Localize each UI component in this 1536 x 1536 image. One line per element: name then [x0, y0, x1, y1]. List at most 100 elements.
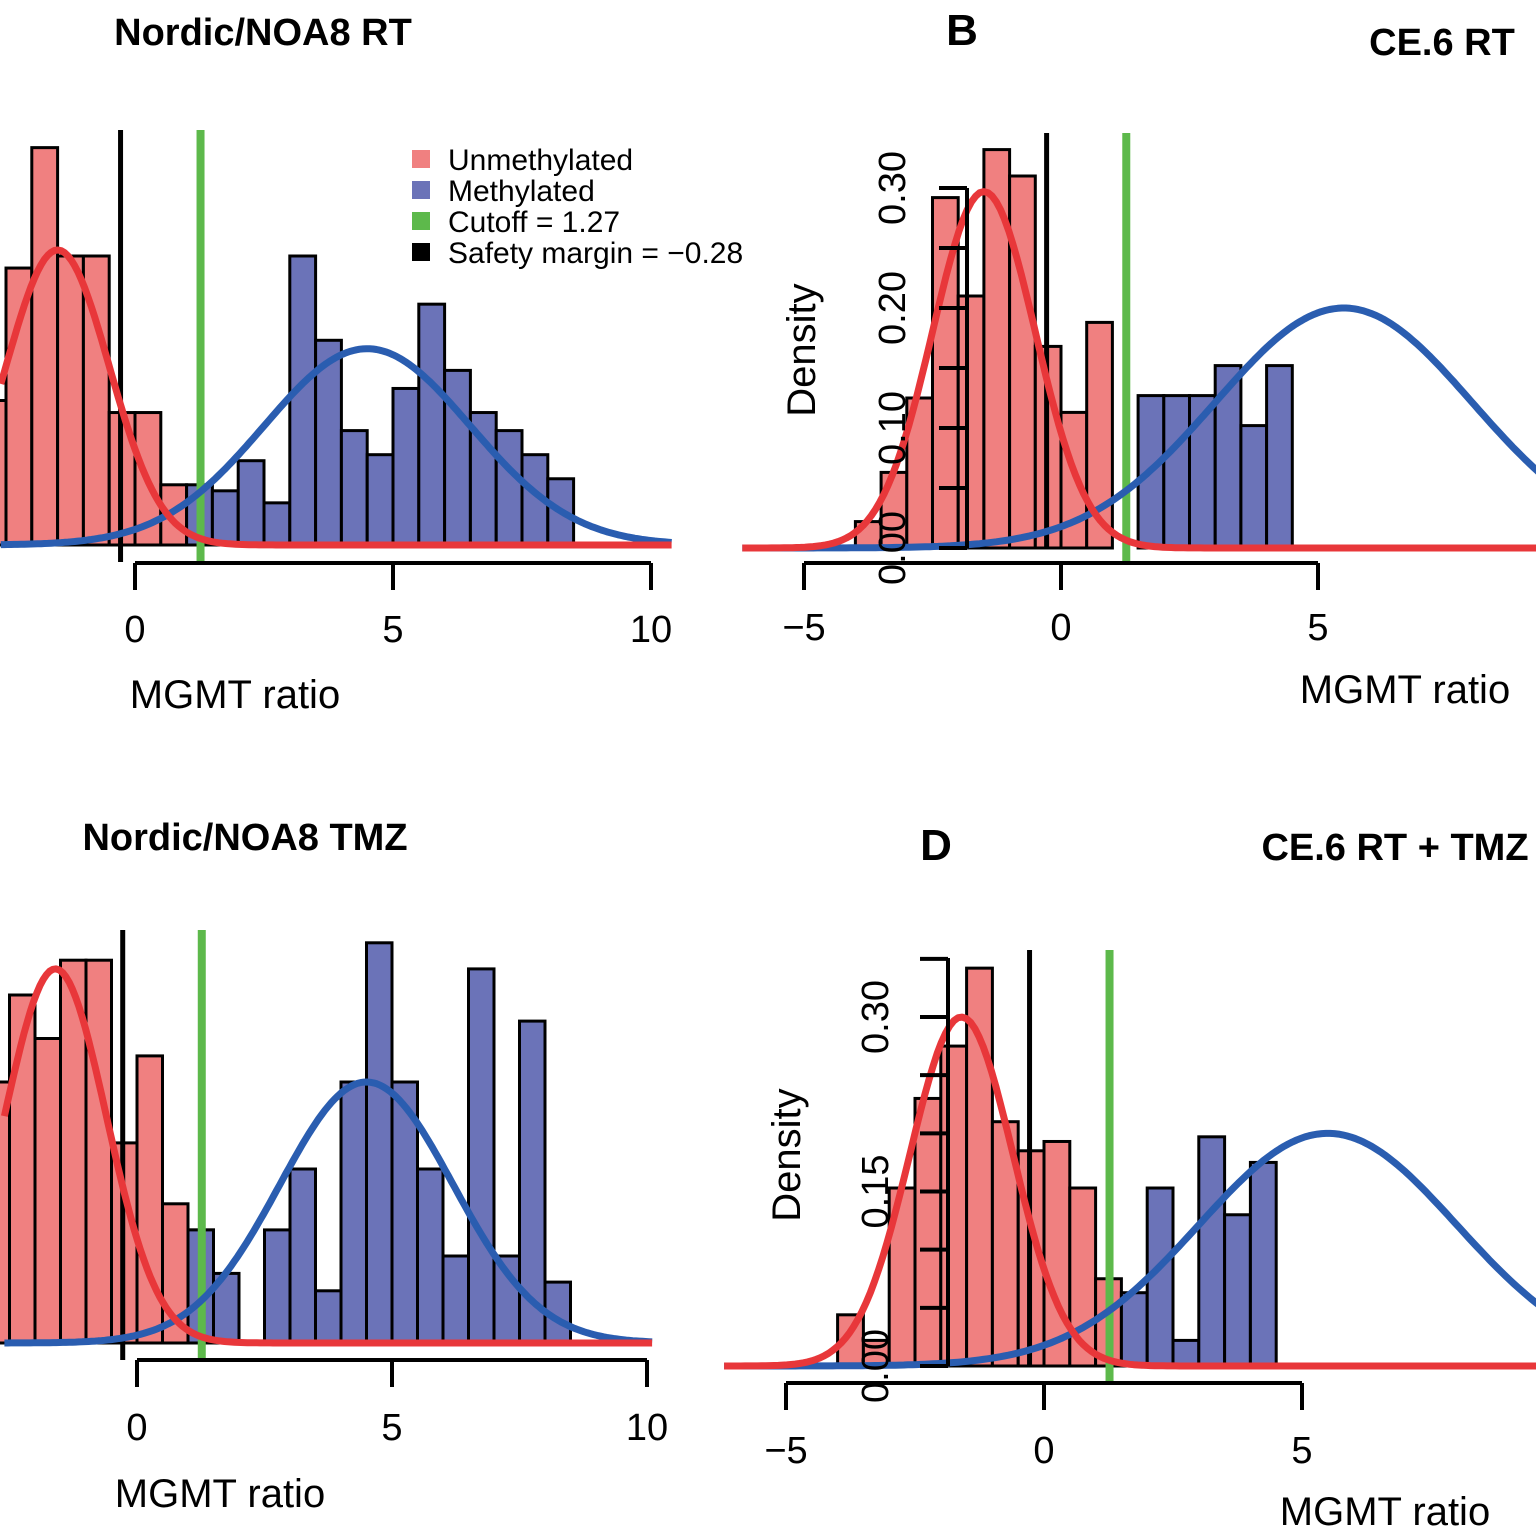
x-axis-label: MGMT ratio	[115, 1472, 325, 1516]
x-axis: −5 0 5	[764, 1381, 1313, 1472]
methylated-bar	[314, 338, 343, 547]
methylated-bar	[339, 429, 369, 547]
x-tick-label: 10	[626, 1407, 668, 1449]
legend-safety-margin-swatch	[412, 243, 430, 261]
legend-methylated-swatch	[412, 181, 430, 199]
panel-D: −5 0 5 MGMT ratio 0.00 0.15 0.30 Density CE.6 RT…	[724, 821, 1536, 1534]
x-tick-label: 5	[381, 1407, 402, 1449]
legend-methylated-label: Methylated	[448, 175, 595, 208]
x-tick-label: 5	[1291, 1430, 1312, 1472]
unmethylated-bar	[1008, 174, 1037, 550]
methylated-bar	[212, 1271, 241, 1345]
y-axis-label: Density	[765, 1088, 809, 1221]
panel-A: 0 5 10 MGMT ratio Nordic/NOA8 RT Unmethylated…	[0, 12, 743, 717]
panel-B: −5 0 5 MGMT ratio 0.00 0.10 0.20 0.30 Density CE.…	[742, 6, 1536, 712]
unmethylated-bars	[0, 146, 189, 547]
unmethylated-density-curve	[724, 1013, 1536, 1370]
methylated-bar	[1171, 1338, 1201, 1368]
methylated-bar	[365, 941, 394, 1345]
x-axis: 0 5 10	[126, 1358, 668, 1449]
x-axis: 0 5 10	[124, 561, 672, 651]
methylated-bars	[185, 254, 576, 547]
x-axis: −5 0 5	[782, 561, 1329, 649]
legend-cutoff-swatch	[412, 212, 430, 230]
unmethylated-bar	[33, 1037, 62, 1345]
unmethylated-density-curve	[0, 965, 653, 1347]
methylated-bar	[1145, 1186, 1175, 1368]
y-axis: 0.00 0.15 0.30	[855, 956, 950, 1403]
methylated-bar	[288, 254, 318, 547]
methylated-bar	[416, 1167, 445, 1345]
x-tick-label: 0	[1033, 1430, 1054, 1472]
unmethylated-density-curve	[742, 188, 1536, 552]
methylated-bar	[1239, 424, 1269, 550]
panel-title: CE.6 RT + TMZ	[1261, 827, 1528, 869]
x-tick-label: 5	[382, 609, 403, 651]
methylated-bar	[1119, 1291, 1149, 1368]
methylated-bar	[391, 386, 421, 547]
x-axis-label: MGMT ratio	[130, 673, 340, 717]
methylated-bar	[1265, 364, 1294, 550]
methylated-density-curve	[742, 304, 1536, 552]
legend-unmethylated-swatch	[412, 150, 430, 168]
x-tick-label: 0	[1050, 607, 1071, 649]
panel-title: CE.6 RT	[1369, 22, 1515, 64]
methylated-bar	[494, 429, 524, 547]
methylated-bar	[441, 1254, 470, 1345]
unmethylated-bar	[30, 146, 60, 547]
methylated-bar	[236, 459, 266, 547]
methylated-bar	[1248, 1160, 1278, 1368]
legend-unmethylated-label: Unmethylated	[448, 144, 633, 177]
x-tick-label: 5	[1307, 607, 1328, 649]
methylated-bar	[263, 1228, 292, 1345]
y-tick-label: 0.30	[872, 151, 914, 225]
methylated-bar	[262, 501, 292, 547]
unmethylated-bar	[913, 1096, 943, 1368]
unmethylated-bar	[56, 254, 85, 547]
x-axis-label: MGMT ratio	[1300, 668, 1510, 712]
unmethylated-density-curve	[0, 246, 672, 549]
y-tick-label: 0.10	[872, 391, 914, 465]
unmethylated-bars	[836, 966, 1123, 1368]
methylated-bar	[339, 1080, 368, 1345]
methylated-bar	[1162, 394, 1192, 550]
methylated-bar	[1223, 1213, 1252, 1368]
panel-letter: D	[920, 821, 952, 870]
methylated-bar	[1197, 1135, 1227, 1368]
methylated-bar	[314, 1289, 343, 1345]
methylated-bar	[390, 1080, 419, 1345]
methylated-density-curve	[4, 1078, 653, 1347]
unmethylated-bar	[84, 958, 113, 1345]
methylated-density-curve	[724, 1129, 1536, 1370]
x-axis-label: MGMT ratio	[1280, 1490, 1490, 1534]
x-tick-label: 0	[126, 1407, 147, 1449]
panel-title: Nordic/NOA8 RT	[114, 12, 412, 54]
methylated-bar	[210, 489, 240, 547]
unmethylated-bar	[956, 294, 986, 550]
panel-letter: B	[946, 6, 978, 55]
panel-title: Nordic/NOA8 TMZ	[82, 817, 407, 859]
legend-cutoff-label: Cutoff = 1.27	[448, 206, 620, 239]
x-tick-label: 0	[124, 609, 145, 651]
y-tick-label: 0.00	[855, 1329, 897, 1403]
unmethylated-bar	[1042, 1139, 1072, 1368]
x-tick-label: 10	[630, 609, 672, 651]
unmethylated-bar	[939, 1044, 969, 1368]
methylated-bar	[417, 302, 447, 547]
methylated-bar	[467, 967, 496, 1345]
x-tick-label: −5	[764, 1430, 807, 1472]
y-tick-label: 0.30	[855, 980, 897, 1054]
methylated-bar	[288, 1167, 317, 1345]
y-axis-label: Density	[780, 283, 824, 416]
methylated-density-curve	[0, 345, 672, 549]
panel-C: 0 5 10 MGMT ratio Nordic/NOA8 TMZ	[0, 817, 668, 1516]
y-tick-label: 0.15	[855, 1155, 897, 1229]
legend-safety-margin-label: Safety margin = −0.28	[448, 237, 743, 270]
unmethylated-bar	[4, 266, 34, 547]
y-tick-label: 0.20	[872, 271, 914, 345]
x-tick-label: −5	[782, 607, 825, 649]
methylated-bar	[365, 453, 395, 547]
y-tick-label: 0.00	[872, 511, 914, 585]
